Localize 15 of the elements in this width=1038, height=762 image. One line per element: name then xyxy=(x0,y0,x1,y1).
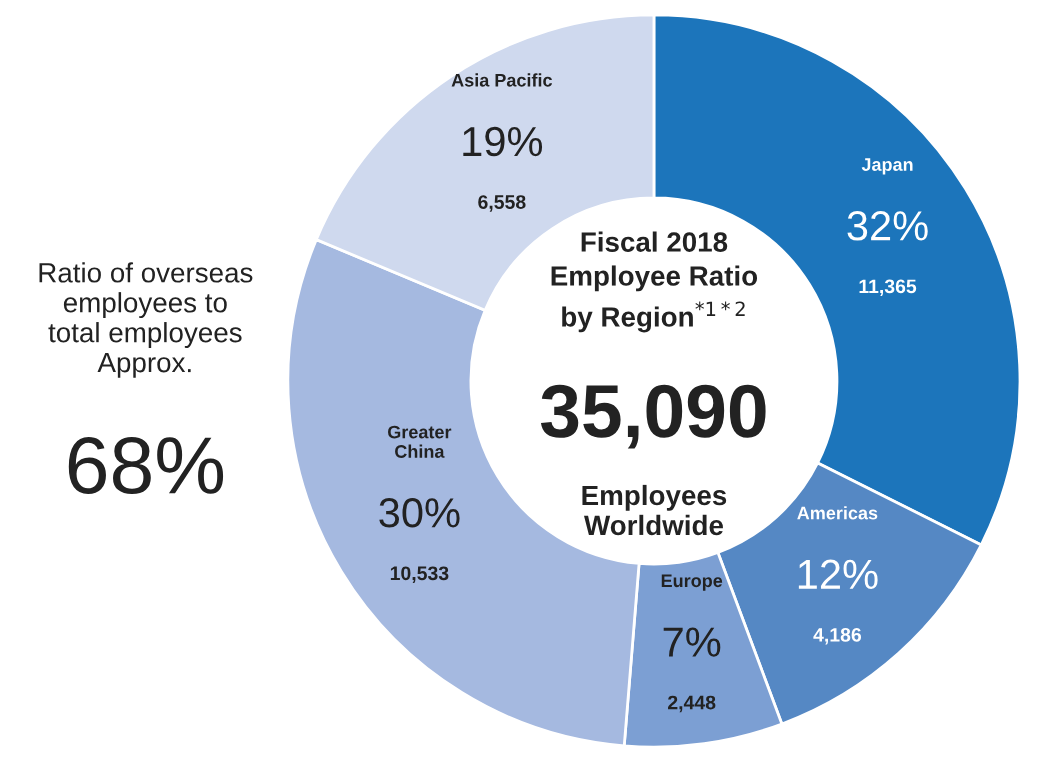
text: Fiscal 2018 Employee Ratio by Region$^{*1*2}$ xyxy=(551,231,758,333)
data-label: 32% 11,365 xyxy=(847,211,928,297)
data-label: 12% 4,186 xyxy=(798,559,878,645)
slice-label: Americas xyxy=(797,506,878,520)
text: Ratio of overseas employees to total employees Approx. xyxy=(39,262,253,378)
slice-label: Asia Pacific xyxy=(451,73,553,87)
text: Employees Worldwide xyxy=(582,484,727,536)
data-label: 30% 10,533 xyxy=(379,498,460,583)
slice-label: Japan xyxy=(861,158,913,175)
data-label: 19% 6,558 xyxy=(463,126,543,212)
text: 35,090 xyxy=(540,384,766,449)
slice-label: Greater China xyxy=(388,425,452,458)
slice-label: Europe xyxy=(661,574,723,591)
data-label: 7% 2,448 xyxy=(663,627,721,713)
text: 68% xyxy=(68,437,224,495)
